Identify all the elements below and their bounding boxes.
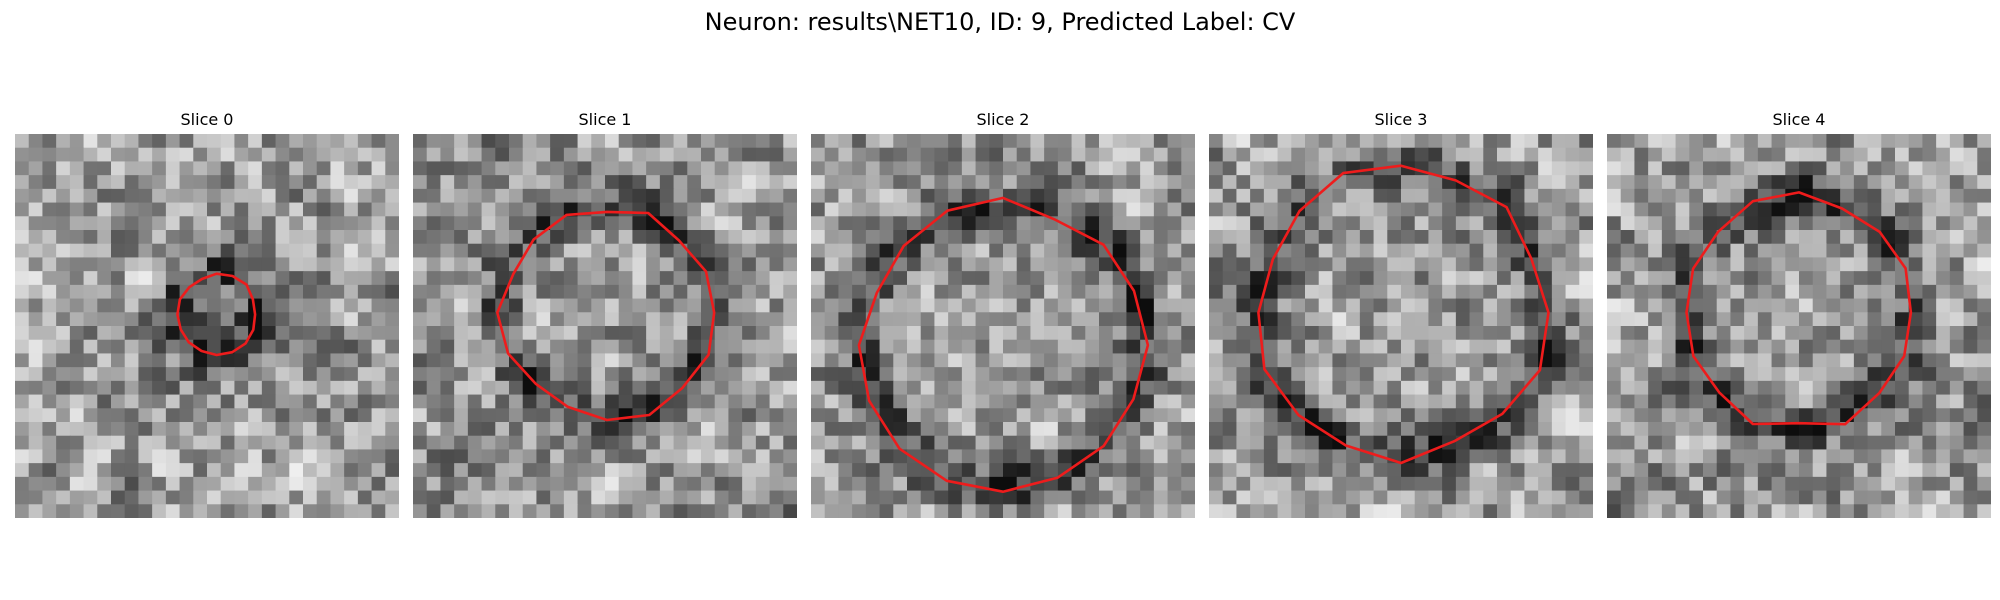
slice-panel-1: Slice 1: [413, 108, 797, 518]
micrograph-pixels: [1209, 134, 1593, 518]
figure-title: Neuron: results\NET10, ID: 9, Predicted …: [704, 8, 1296, 36]
micrograph-pixels: [15, 134, 399, 518]
slice-panel-4: Slice 4: [1607, 108, 1991, 518]
neuron-contour: [1257, 164, 1550, 465]
neuron-contour: [1685, 191, 1913, 426]
slice-title: Slice 4: [1772, 110, 1826, 129]
neuron-contour: [496, 210, 716, 422]
slice-title: Slice 3: [1374, 110, 1428, 129]
slice-title: Slice 2: [976, 110, 1030, 129]
slice-title: Slice 0: [180, 110, 234, 129]
slice-image: [15, 134, 399, 518]
slice-panel-2: Slice 2: [811, 108, 1195, 518]
slice-panel-0: Slice 0: [15, 108, 399, 518]
slice-image: [1209, 134, 1593, 518]
slice-image: [1607, 134, 1991, 518]
slice-title: Slice 1: [578, 110, 632, 129]
micrograph-pixels: [811, 134, 1195, 518]
slice-image: [811, 134, 1195, 518]
micrograph-pixels: [1607, 134, 1991, 518]
slice-panel-3: Slice 3: [1209, 108, 1593, 518]
micrograph-pixels: [413, 134, 797, 518]
slice-image: [413, 134, 797, 518]
neuron-contour: [857, 196, 1150, 494]
neuron-contour: [176, 272, 257, 357]
